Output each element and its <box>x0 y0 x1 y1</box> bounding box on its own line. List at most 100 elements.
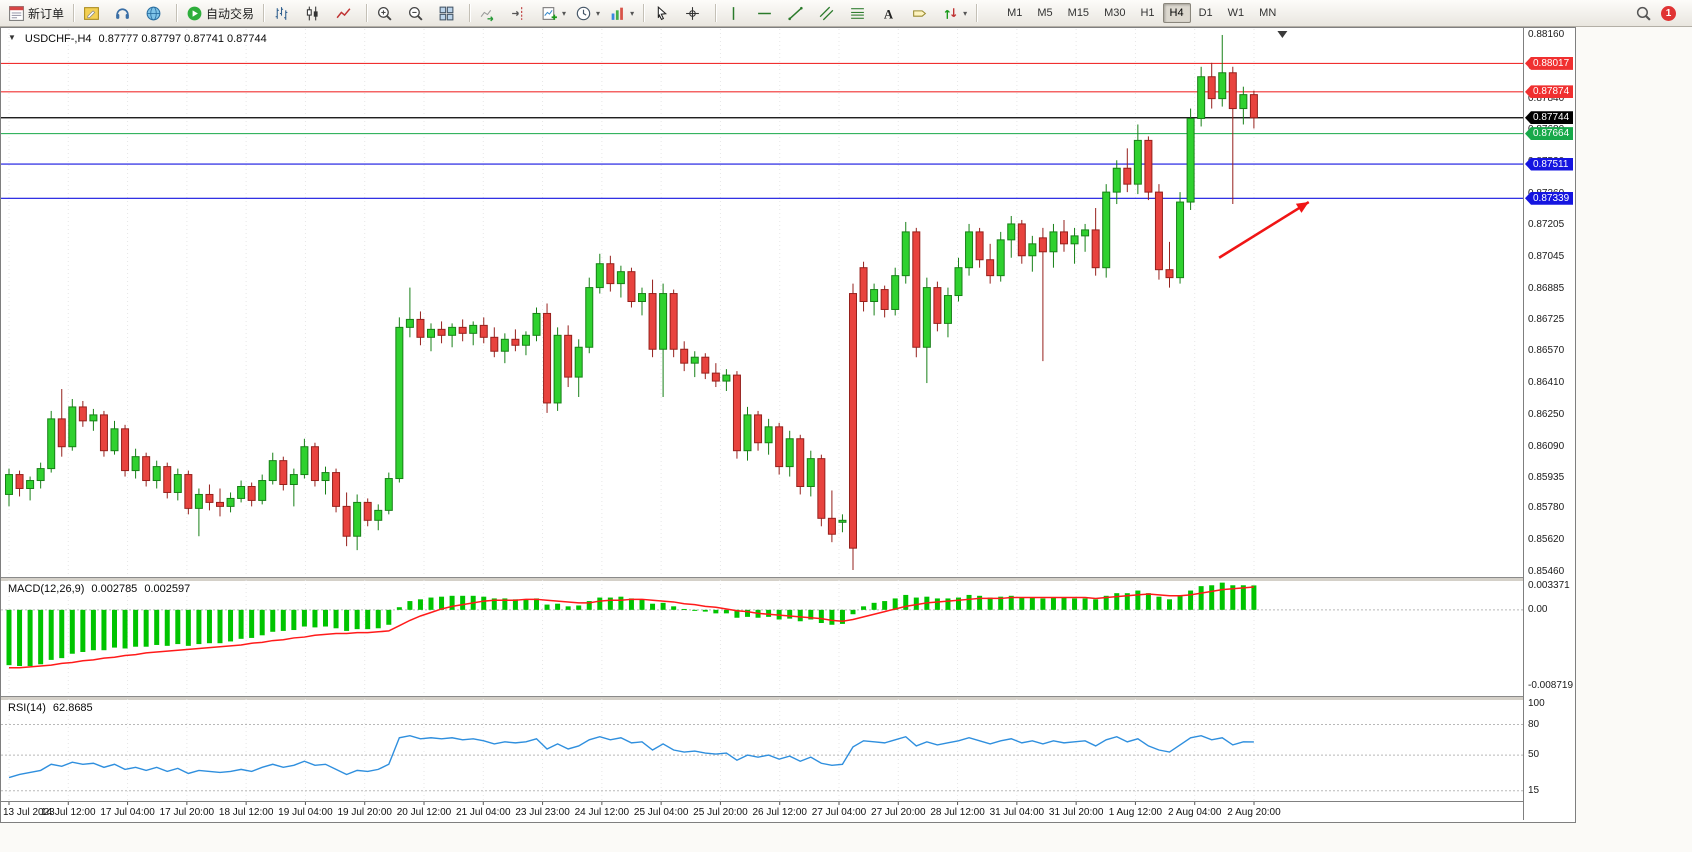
toolbar-separator <box>263 4 265 22</box>
rsi-line <box>8 734 1254 779</box>
chart-window[interactable]: 13 Jul 2023 14 Jul 12:00 17 Jul 04:00 17 Ju… <box>0 27 1576 823</box>
play-icon <box>186 5 203 22</box>
svg-text:A: A <box>884 7 894 21</box>
timeframe-m30[interactable]: M30 <box>1104 7 1126 19</box>
fibo-icon <box>849 5 866 22</box>
time-label: 24 Jul 12:00 <box>575 807 630 818</box>
one-click-trading-toggle[interactable]: ▼ <box>8 33 16 42</box>
chevron-down-icon[interactable]: ▾ <box>596 8 601 18</box>
rsi-axis-label: 50 <box>1528 749 1540 761</box>
chevron-down-icon[interactable]: ▾ <box>562 8 567 18</box>
price-axis-label: 0.86885 <box>1528 282 1565 294</box>
zoom-in-button[interactable] <box>372 1 402 25</box>
editor-icon <box>83 5 100 22</box>
timeframe-h1[interactable]: H1 <box>1140 7 1155 19</box>
timeframe-h4[interactable]: H4 <box>1162 3 1191 23</box>
main-toolbar: 新订单 自动交易 ▾ ▾ ▾ A ▾ M1 M5 M15 M30 H1 H4 D1 W1 MN 1 <box>0 0 1692 27</box>
time-label: 2 Aug 20:00 <box>1227 807 1281 818</box>
time-label: 28 Jul 12:00 <box>930 807 985 818</box>
time-label: 21 Jul 04:00 <box>456 807 511 818</box>
zoom-out-button[interactable] <box>403 1 433 25</box>
zoomout-icon <box>407 5 424 22</box>
new-chart-button[interactable]: ▾ <box>537 1 570 25</box>
newchart-icon <box>541 5 558 22</box>
chart-shift-button[interactable] <box>506 1 536 25</box>
timeframe-mn[interactable]: MN <box>1259 7 1277 19</box>
text-label-button[interactable] <box>907 1 937 25</box>
macd-panel[interactable] <box>1 580 1523 695</box>
autotrading-button[interactable]: 自动交易 <box>182 1 258 25</box>
workspace: 13 Jul 2023 14 Jul 12:00 17 Jul 04:00 17 Ju… <box>0 27 1692 852</box>
time-label: 31 Jul 04:00 <box>990 807 1045 818</box>
horizontal-line-button[interactable] <box>752 1 782 25</box>
timeframe-m15[interactable]: M15 <box>1067 7 1090 19</box>
trendline-button[interactable] <box>783 1 813 25</box>
tile-windows-button[interactable] <box>434 1 464 25</box>
chart-shift-marker <box>1277 31 1288 38</box>
timeframe-w1[interactable]: W1 <box>1227 7 1245 19</box>
macd-signal-line <box>9 586 1254 669</box>
price-tag-0.87664[interactable]: 0.87664 <box>1525 127 1573 141</box>
toolbar-separator <box>976 4 978 22</box>
headset-icon <box>114 5 131 22</box>
price-axis[interactable]: 0.881600.880000.878400.876800.875200.873… <box>1523 28 1575 820</box>
bar-chart-button[interactable] <box>269 1 299 25</box>
vertical-line-button[interactable] <box>721 1 751 25</box>
line-chart-button[interactable] <box>331 1 361 25</box>
trend-arrow[interactable] <box>1218 200 1310 259</box>
price-axis-label: 0.85620 <box>1528 534 1565 546</box>
candlestick-chart-button[interactable] <box>300 1 330 25</box>
chevron-down-icon[interactable]: ▾ <box>630 8 635 18</box>
time-label: 25 Jul 04:00 <box>634 807 689 818</box>
timeframe-d1[interactable]: D1 <box>1198 7 1213 19</box>
time-label: 19 Jul 20:00 <box>337 807 392 818</box>
time-label: 23 Jul 23:00 <box>515 807 570 818</box>
price-axis-label: 0.86410 <box>1528 377 1565 389</box>
toolbar-separator <box>643 4 645 22</box>
toolbar-separator <box>366 4 368 22</box>
panel-separator[interactable] <box>1 696 1523 700</box>
time-label: 31 Jul 20:00 <box>1049 807 1104 818</box>
label-icon <box>911 5 928 22</box>
time-label: 14 Jul 12:00 <box>41 807 96 818</box>
periods-button[interactable]: ▾ <box>571 1 604 25</box>
notification-badge[interactable]: 1 <box>1661 5 1676 21</box>
crosshair-button[interactable] <box>680 1 710 25</box>
channel-icon <box>818 5 835 22</box>
price-tag-0.87511[interactable]: 0.87511 <box>1525 157 1573 171</box>
rsi-panel[interactable] <box>1 699 1523 801</box>
crosshair-icon <box>684 5 701 22</box>
timeframe-m1[interactable]: M1 <box>1007 7 1023 19</box>
panel-separator[interactable] <box>1 577 1523 581</box>
support-button[interactable] <box>110 1 140 25</box>
time-label: 25 Jul 20:00 <box>693 807 748 818</box>
timeframe-m5[interactable]: M5 <box>1037 7 1053 19</box>
toolbar-separator <box>469 4 471 22</box>
time-label: 2 Aug 04:00 <box>1168 807 1222 818</box>
new-order-button[interactable]: 新订单 <box>4 1 68 25</box>
indicators-button[interactable]: ▾ <box>605 1 638 25</box>
price-axis-label: 0.87205 <box>1528 218 1565 230</box>
auto-scroll-button[interactable] <box>475 1 505 25</box>
cursor-button[interactable] <box>649 1 679 25</box>
channel-button[interactable] <box>814 1 844 25</box>
fibonacci-button[interactable] <box>845 1 875 25</box>
community-button[interactable] <box>141 1 171 25</box>
chevron-down-icon[interactable]: ▾ <box>963 8 968 18</box>
metaeditor-button[interactable] <box>79 1 109 25</box>
price-tag-0.87874[interactable]: 0.87874 <box>1525 85 1573 99</box>
price-chart[interactable] <box>1 29 1523 577</box>
price-tag-0.87744[interactable]: 0.87744 <box>1525 111 1573 125</box>
price-tag-0.87339[interactable]: 0.87339 <box>1525 191 1573 205</box>
cursor-icon <box>653 5 670 22</box>
neworder-icon <box>8 5 25 22</box>
tline-icon <box>787 5 804 22</box>
price-tag-0.88017[interactable]: 0.88017 <box>1525 56 1573 70</box>
price-axis-label: 0.86090 <box>1528 440 1565 452</box>
search-icon[interactable] <box>1635 5 1652 22</box>
time-label: 18 Jul 12:00 <box>219 807 274 818</box>
tile-icon <box>438 5 455 22</box>
arrow-objects-button[interactable]: ▾ <box>938 1 971 25</box>
text-button[interactable]: A <box>876 1 906 25</box>
